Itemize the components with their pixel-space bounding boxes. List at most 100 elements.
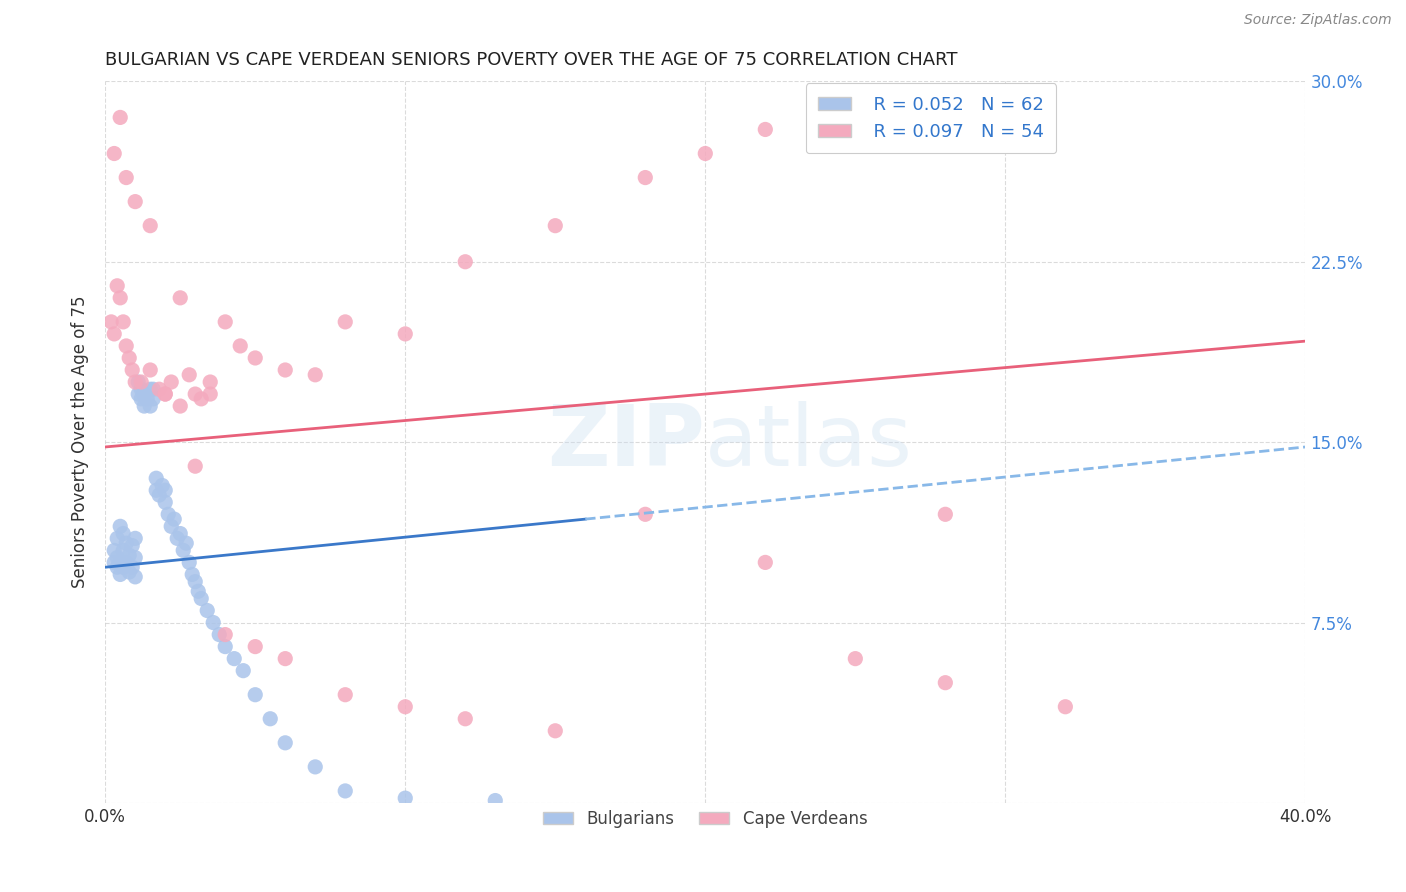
Point [145,471,167,485]
Point [172,543,194,558]
Point [190,392,212,406]
Y-axis label: Seniors Poverty Over the Age of 75: Seniors Poverty Over the Age of 75 [72,296,89,589]
Point [214,315,236,329]
Point [229,339,252,353]
Point [224,651,246,665]
Point [139,399,162,413]
Point [115,170,138,185]
Point [121,539,143,553]
Point [754,556,776,570]
Point [127,387,149,401]
Point [454,712,477,726]
Point [169,291,191,305]
Point [754,122,776,136]
Point [103,146,125,161]
Point [394,791,416,805]
Point [184,459,207,474]
Point [105,532,128,546]
Point [121,363,143,377]
Point [187,584,209,599]
Point [274,363,297,377]
Point [112,543,135,558]
Point [124,375,146,389]
Point [124,532,146,546]
Point [844,651,866,665]
Point [274,651,297,665]
Point [155,387,177,401]
Point [105,550,128,565]
Point [157,508,180,522]
Point [129,392,152,406]
Point [115,536,138,550]
Point [394,326,416,341]
Point [124,550,146,565]
Point [118,351,141,365]
Point [142,392,165,406]
Text: Source: ZipAtlas.com: Source: ZipAtlas.com [1244,13,1392,28]
Point [181,567,204,582]
Point [544,219,567,233]
Point [184,387,207,401]
Point [139,219,162,233]
Point [160,375,183,389]
Point [634,508,657,522]
Point [105,560,128,574]
Point [934,675,956,690]
Point [259,712,281,726]
Point [274,736,297,750]
Point [304,760,326,774]
Point [110,556,132,570]
Point [695,146,717,161]
Point [129,375,152,389]
Text: atlas: atlas [706,401,914,483]
Point [121,560,143,574]
Point [174,536,197,550]
Point [232,664,254,678]
Point [195,603,218,617]
Point [124,194,146,209]
Point [110,567,132,582]
Point [184,574,207,589]
Point [179,556,201,570]
Point [103,556,125,570]
Point [844,98,866,112]
Point [544,723,567,738]
Point [200,375,222,389]
Point [163,512,186,526]
Point [169,526,191,541]
Point [129,382,152,396]
Point [214,627,236,641]
Point [335,688,357,702]
Point [112,560,135,574]
Point [115,339,138,353]
Point [115,556,138,570]
Point [112,526,135,541]
Point [148,382,170,396]
Point [155,495,177,509]
Point [202,615,225,630]
Point [112,315,135,329]
Legend: Bulgarians, Cape Verdeans: Bulgarians, Cape Verdeans [537,803,875,834]
Point [190,591,212,606]
Point [110,519,132,533]
Point [335,315,357,329]
Point [245,351,267,365]
Point [200,387,222,401]
Point [136,392,159,406]
Point [139,363,162,377]
Point [100,315,122,329]
Point [155,483,177,498]
Point [454,254,477,268]
Point [335,784,357,798]
Point [304,368,326,382]
Point [118,565,141,579]
Point [110,291,132,305]
Point [934,508,956,522]
Point [214,640,236,654]
Point [118,548,141,562]
Point [160,519,183,533]
Point [103,543,125,558]
Point [208,627,231,641]
Point [1054,699,1077,714]
Point [145,483,167,498]
